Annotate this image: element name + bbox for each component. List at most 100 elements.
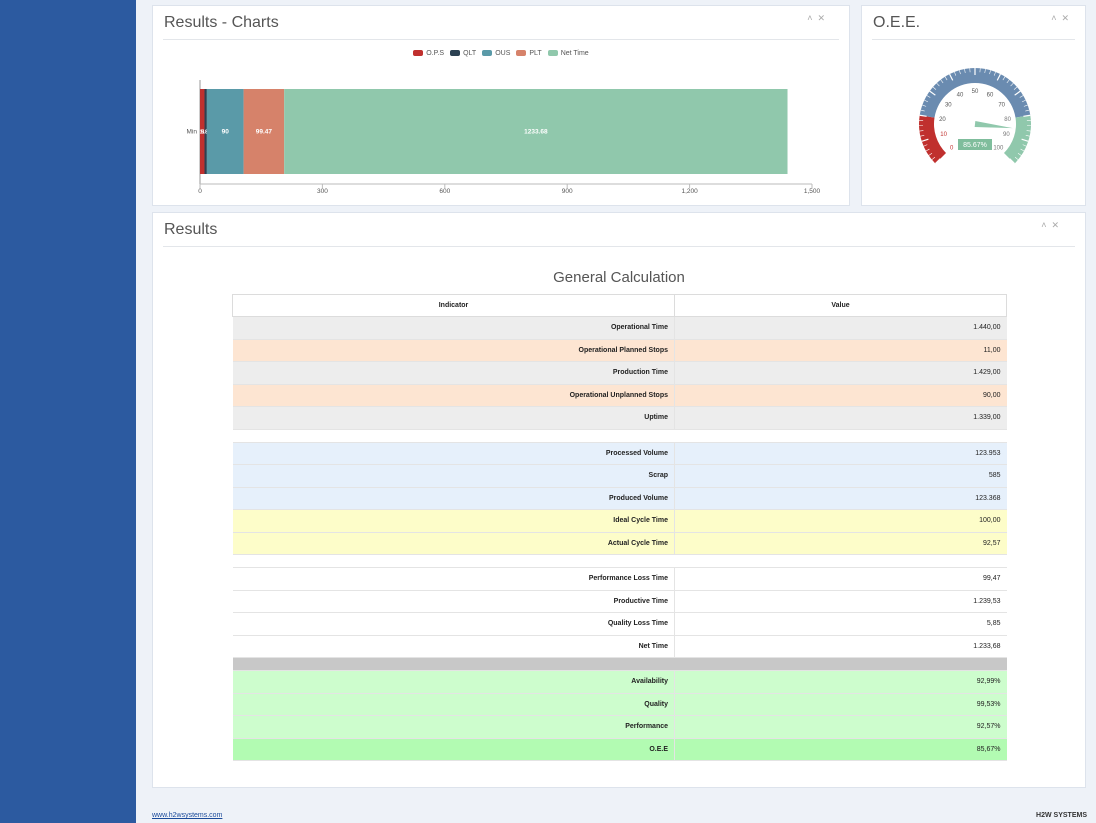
category-label: Min (187, 129, 198, 136)
chevron-up-icon[interactable]: ˄ (807, 13, 813, 23)
table-row: Operational Unplanned Stops 90,00 (232, 384, 1007, 407)
legend-item[interactable]: Net Time (547, 50, 589, 57)
legend-swatch (482, 50, 493, 57)
footer-link[interactable]: www.h2wsystems.com (152, 812, 223, 819)
gauge-tick (1006, 79, 1010, 84)
value-cell: 585 (674, 464, 1007, 488)
gauge-tick (1019, 95, 1024, 98)
gauge-tick (926, 95, 931, 98)
gauge-tick (1014, 156, 1019, 160)
gauge-value-label: 85.67% (963, 142, 987, 149)
gauge-value-box (958, 139, 992, 150)
legend-label: O.P.S (426, 50, 445, 57)
spacer-cell (232, 429, 1007, 443)
gauge-tick-label: 90 (1003, 132, 1010, 138)
spacer-cell (232, 657, 1007, 671)
value-cell: 1.233,68 (674, 635, 1007, 658)
indicator-cell: Availability (232, 670, 675, 694)
panel-tools: ˄ ✕ (1046, 13, 1069, 24)
table-row: Actual Cycle Time 92,57 (232, 532, 1007, 555)
table-row: Performance Loss Time 99,47 (232, 567, 1007, 591)
gauge-tick-label: 80 (1004, 117, 1011, 123)
gauge-tick (1009, 158, 1016, 165)
table-row: Availability 92,99% (232, 670, 1007, 694)
legend-swatch (516, 50, 527, 57)
value-cell: 123.953 (674, 442, 1007, 465)
table-row: Operational Time 1.440,00 (232, 316, 1007, 340)
spacer-cell (232, 554, 1007, 568)
value-cell: 1.339,00 (674, 406, 1007, 430)
value-cell: 123.368 (674, 487, 1007, 510)
footer-brand: H2W SYSTEMS (1036, 812, 1087, 819)
gauge-tick (932, 86, 937, 90)
oee-panel-title: O.E.E. (873, 14, 921, 31)
gauge-tick-label: 60 (987, 93, 994, 99)
bar-segment (284, 89, 788, 174)
x-tick-label: 600 (439, 188, 450, 195)
bar-data-label: 11 (200, 130, 206, 136)
legend-swatch (450, 50, 461, 57)
indicator-cell: Performance Loss Time (232, 567, 675, 591)
value-cell: 99,53% (674, 693, 1007, 716)
table-row: Quality Loss Time 5,85 (232, 612, 1007, 636)
indicator-cell: Operational Unplanned Stops (232, 384, 675, 407)
value-cell: 11,00 (674, 339, 1007, 362)
close-icon[interactable]: ✕ (1061, 13, 1069, 23)
table-spacer-row (232, 429, 1007, 443)
gauge-tick (1022, 144, 1027, 147)
value-cell: 99,47 (674, 567, 1007, 591)
gauge-tick (1025, 135, 1030, 137)
column-header-value: Value (674, 294, 1007, 317)
gauge-tick (931, 156, 936, 160)
gauge-tick (1014, 90, 1021, 96)
value-cell: 85,67% (674, 738, 1007, 761)
legend-item[interactable]: OUS (482, 50, 510, 57)
gauge-tick-label: 10 (940, 132, 947, 138)
results-panel-header: Results ˄ ✕ (163, 213, 1075, 247)
chart-legend: O.P.S QLT OUS PLT Net Time (153, 50, 849, 57)
chevron-up-icon[interactable]: ˄ (1041, 220, 1047, 230)
gauge-tick (928, 152, 933, 156)
calc-table-body: Operational Time 1.440,00 Operational Plan… (232, 316, 1007, 761)
oee-panel: O.E.E. ˄ ✕ 0 10 20 30 40 50 60 70 80 90 100 85.67% (861, 5, 1086, 206)
table-row: Quality 99,53% (232, 693, 1007, 716)
legend-label: QLT (463, 50, 477, 57)
bar-segment (204, 89, 207, 174)
gauge-tick-label: 100 (993, 145, 1004, 151)
gauge-tick-label: 50 (972, 89, 979, 95)
gauge-tick (949, 73, 954, 81)
close-icon[interactable]: ✕ (1051, 220, 1059, 230)
gauge-tick (1023, 104, 1028, 107)
gauge-tick (934, 158, 941, 165)
legend-item[interactable]: QLT (450, 50, 476, 57)
legend-item[interactable]: PLT (516, 50, 542, 57)
table-row: Production Time 1.429,00 (232, 361, 1007, 385)
legend-item[interactable]: O.P.S (413, 50, 444, 57)
close-icon[interactable]: ✕ (817, 13, 825, 23)
legend-label: OUS (495, 50, 511, 57)
gauge-band (919, 115, 947, 164)
charts-panel-header: Results - Charts ˄ ✕ (163, 6, 839, 40)
indicator-cell: Performance (232, 715, 675, 739)
value-cell: 1.239,53 (674, 590, 1007, 613)
bar-segment (206, 89, 244, 174)
results-panel: Results ˄ ✕ General Calculation Indicator… (152, 212, 1086, 788)
gauge-tick (1021, 99, 1026, 103)
gauge-tick (923, 144, 928, 147)
gauge-tick (940, 79, 944, 84)
chevron-up-icon[interactable]: ˄ (1051, 13, 1057, 23)
gauge-tick (936, 82, 940, 87)
table-spacer-row (232, 657, 1007, 671)
gauge-tick (1025, 109, 1030, 112)
table-row: Productive Time 1.239,53 (232, 590, 1007, 613)
stacked-bar-chart: 0 300 600 900 1,200 1,500 Min 115.85 90 99.47 1233… (187, 80, 821, 195)
gauge-tick (925, 148, 930, 152)
value-cell: 92,57% (674, 715, 1007, 739)
gauge-tick-label: 0 (950, 145, 954, 151)
gauge-tick (1013, 86, 1018, 90)
bar-data-label: 90 (222, 129, 230, 136)
calc-table: Indicator Value Operational Time 1.440,00… (232, 294, 1007, 761)
legend-swatch (413, 50, 424, 57)
bar-segment (200, 89, 205, 174)
value-cell: 92,99% (674, 670, 1007, 694)
